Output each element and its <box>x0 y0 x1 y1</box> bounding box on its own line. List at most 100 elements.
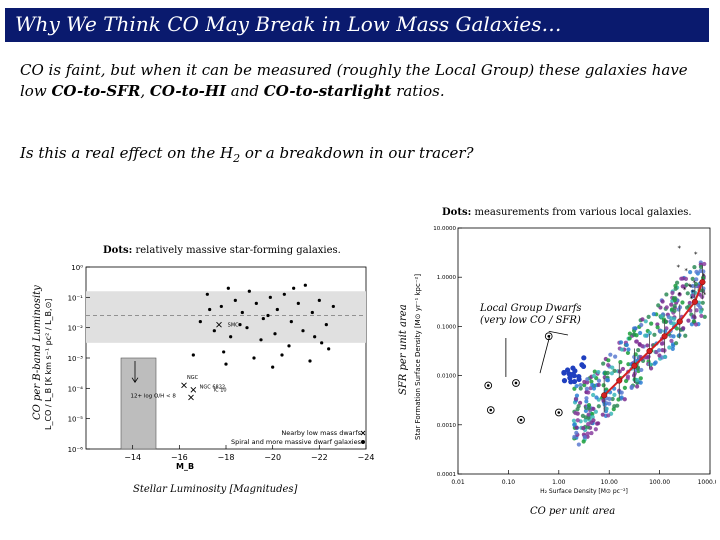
sfr-point <box>700 275 706 280</box>
sfr-point <box>588 386 593 391</box>
y-tick-label: 10.0000 <box>433 226 456 232</box>
sfr-point <box>636 348 641 353</box>
sfr-point <box>675 280 680 285</box>
sfr-point <box>622 397 627 402</box>
sfr-point <box>647 330 652 336</box>
sfr-point <box>643 319 648 324</box>
annotation-line-2: (very low CO / SFR) <box>480 315 581 326</box>
massive-galaxy-point <box>289 320 293 324</box>
sfr-point <box>591 386 597 391</box>
blue-cluster-point <box>561 369 567 376</box>
star-point: * <box>688 283 692 291</box>
sfr-point <box>633 326 638 331</box>
intro-text-1: CO is faint, but when it can be measured… <box>20 61 688 100</box>
y-tick-label: 0.0100 <box>437 374 457 380</box>
sfr-point <box>616 397 621 402</box>
intro-bold-co-hi: CO-to-HI <box>149 82 227 100</box>
sfr-point <box>635 384 640 389</box>
sfr-point <box>702 261 707 267</box>
limit-label: 12+ log O/H < 8 <box>131 393 177 399</box>
sfr-point <box>670 290 675 296</box>
sfr-point <box>583 418 588 423</box>
sfr-point <box>581 426 586 431</box>
massive-galaxy-point <box>303 283 307 287</box>
sfr-point <box>591 406 596 411</box>
sfr-point <box>660 299 665 304</box>
slide-title: Why We Think CO May Break in Low Mass Ga… <box>15 12 562 36</box>
intro-text-2: , <box>140 82 150 100</box>
right-caption-bold: Dots: <box>442 207 472 218</box>
sfr-point <box>686 318 691 323</box>
sfr-point <box>612 392 617 397</box>
sfr-point <box>622 385 627 390</box>
question-text-1: Is this a real effect on the H <box>20 144 234 162</box>
massive-galaxy-point <box>226 286 230 290</box>
sfr-point <box>594 395 599 400</box>
x-tick-label: −22 <box>311 453 328 462</box>
sfr-point <box>590 382 595 388</box>
star-point: * <box>677 263 681 271</box>
y-tick-label: 10⁻² <box>68 325 84 333</box>
blue-cluster-point <box>576 373 582 380</box>
intro-paragraph: CO is faint, but when it can be measured… <box>20 60 710 102</box>
sfr-point <box>591 373 597 379</box>
sfr-point <box>680 300 685 305</box>
sfr-point <box>580 413 586 418</box>
y-tick-label: 10⁻⁶ <box>68 446 84 454</box>
sfr-point <box>640 344 645 349</box>
massive-galaxy-point <box>233 298 237 302</box>
sfr-point <box>578 386 583 391</box>
massive-galaxy-point <box>205 292 209 296</box>
question-text-2: or a breakdown in our tracer? <box>240 144 474 162</box>
x-tick-label: 100.00 <box>649 479 670 486</box>
sfr-point <box>639 367 644 373</box>
massive-galaxy-point <box>275 307 279 312</box>
sfr-point <box>643 333 648 338</box>
star-point: * <box>703 291 707 299</box>
x-axis-label: H₂ Surface Density [M⊙ pc⁻²] <box>540 488 628 495</box>
x-tick-label: −18 <box>218 453 235 462</box>
y-tick-label: 1.0000 <box>437 275 457 281</box>
sfr-point <box>586 390 591 395</box>
sfr-point <box>573 410 578 416</box>
legend-spirals-symbol <box>361 440 365 444</box>
sfr-point <box>596 378 602 383</box>
trend-point <box>691 298 698 305</box>
right-scatter-plot: 0.01 0.10 1.00 10.00 100.00 1000.00 10.0000 1.0… <box>433 226 716 495</box>
sfr-point <box>672 303 677 309</box>
sfr-point <box>669 302 674 307</box>
sfr-point <box>572 422 577 427</box>
sfr-point <box>651 312 656 317</box>
massive-galaxy-point <box>331 304 335 309</box>
sfr-point <box>671 334 676 339</box>
sfr-point <box>671 321 677 326</box>
right-plot-outer-ylabel: SFR per unit area <box>398 304 409 395</box>
sfr-point <box>691 319 697 324</box>
sfr-point <box>606 358 611 363</box>
sfr-point <box>574 393 580 398</box>
blue-cluster-point <box>570 371 576 378</box>
blue-cluster-point <box>568 379 574 385</box>
blue-cluster-point <box>561 378 568 384</box>
sfr-point <box>596 382 601 388</box>
sfr-point <box>698 264 704 270</box>
sfr-point <box>601 383 606 388</box>
x-tick-label: −16 <box>171 453 188 462</box>
blue-cluster-point <box>567 375 573 381</box>
sfr-point <box>584 399 589 404</box>
massive-galaxy-point <box>287 344 291 348</box>
massive-galaxy-point <box>320 341 324 345</box>
sfr-point <box>606 413 611 418</box>
trend-point <box>676 318 683 325</box>
left-caption-bold: Dots: <box>103 245 133 256</box>
sfr-point <box>698 309 703 314</box>
sfr-point <box>660 341 665 346</box>
sfr-point <box>638 330 643 336</box>
intro-text-3: and <box>226 82 264 100</box>
sfr-point <box>634 339 639 344</box>
sfr-point <box>640 317 645 322</box>
sfr-point <box>601 361 606 366</box>
sfr-point <box>656 348 662 353</box>
star-point: * <box>677 245 681 253</box>
sfr-point <box>582 382 587 388</box>
